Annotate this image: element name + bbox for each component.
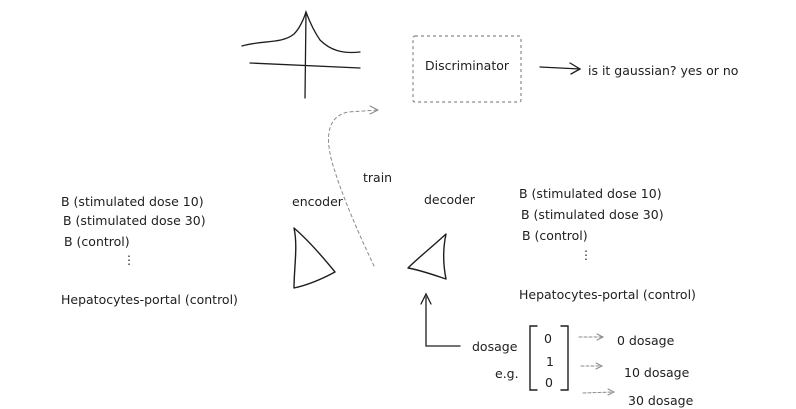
input-list-item: B (stimulated dose 30)	[63, 213, 206, 228]
input-list-ellipsis: ⋮	[123, 253, 135, 267]
decoder-triangle	[407, 233, 447, 280]
output-arrow	[539, 62, 582, 75]
input-list-item: B (control)	[64, 234, 130, 249]
dosage-output-label: 0 dosage	[617, 333, 675, 348]
dosage-arrow	[420, 292, 461, 347]
dosage-output-arrows	[578, 333, 616, 396]
input-list-item: B (stimulated dose 10)	[61, 194, 204, 209]
discriminator-box	[412, 35, 522, 103]
encoder-label: encoder	[292, 194, 343, 209]
discriminator-label: Discriminator	[425, 58, 510, 73]
output-list-ellipsis: ⋮	[580, 248, 592, 262]
output-list-item: B (control)	[522, 228, 588, 243]
dosage-eg-label: e.g.	[495, 366, 519, 381]
output-list-item: B (stimulated dose 10)	[519, 186, 662, 201]
dosage-vector-value: 1	[546, 354, 554, 369]
dosage-label: dosage	[472, 339, 518, 354]
train-label: train	[363, 170, 393, 185]
decoder-label: decoder	[424, 192, 475, 207]
dosage-vector-value: 0	[544, 331, 552, 346]
dosage-vector-value: 0	[545, 375, 553, 390]
encoder-triangle	[293, 227, 336, 289]
dosage-vector-brackets	[529, 325, 569, 391]
output-list-last-item: Hepatocytes-portal (control)	[519, 287, 696, 302]
output-list-item: B (stimulated dose 30)	[521, 207, 664, 222]
train-arrow	[328, 105, 380, 267]
question-text: is it gaussian? yes or no	[588, 63, 739, 78]
gaussian-curve-sketch	[241, 10, 361, 99]
dosage-output-label: 30 dosage	[628, 393, 694, 408]
dosage-output-label: 10 dosage	[624, 365, 690, 380]
input-list-last-item: Hepatocytes-portal (control)	[61, 292, 238, 307]
